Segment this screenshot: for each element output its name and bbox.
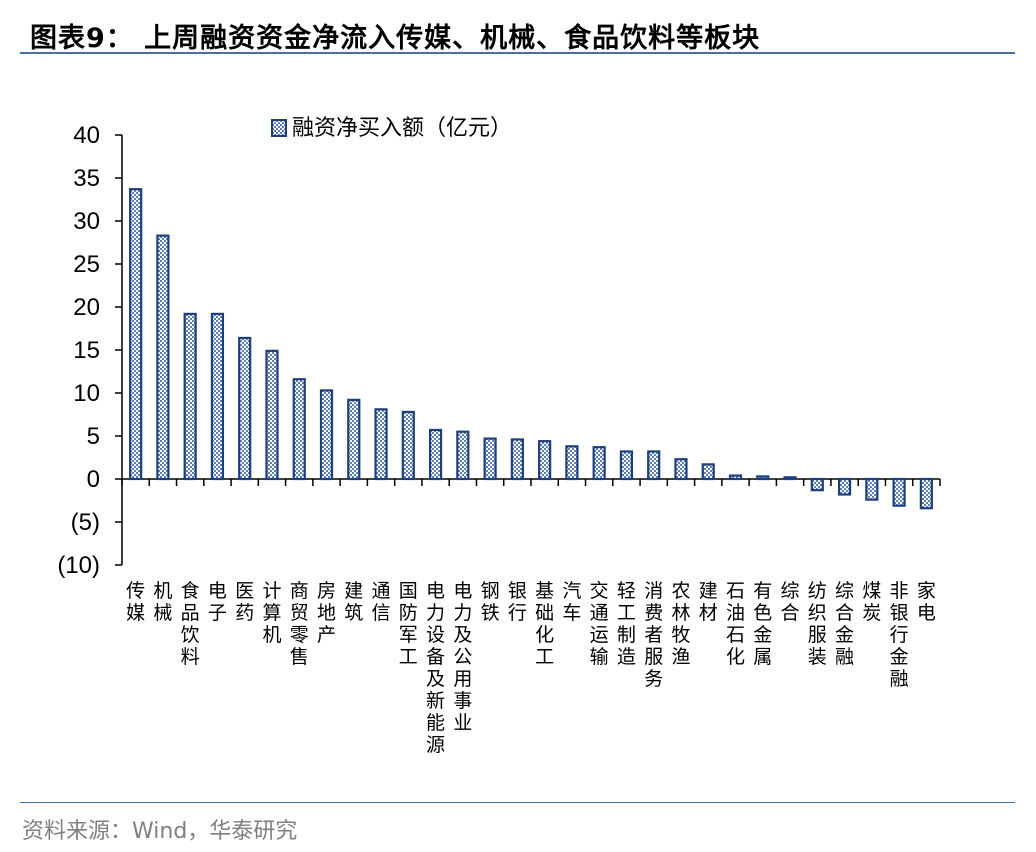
source-note: 资料来源：Wind，华泰研究 — [22, 819, 298, 844]
x-tick-label: 食品饮料 — [181, 580, 200, 668]
bar-基础化工 — [538, 440, 552, 481]
y-tick-label: 25 — [73, 251, 100, 278]
bar-chart: 40 35 30 25 20 15 10 5 0 (5) (10) 传媒机械食品饮料电子医药计算机商… — [57, 116, 941, 756]
x-tick-label: 电力设备及新能源 — [426, 580, 445, 756]
y-tick-label: (10) — [57, 552, 100, 579]
bar-综合 — [783, 476, 797, 481]
bar-机械 — [156, 234, 170, 481]
bar-商贸零售 — [292, 378, 306, 481]
bar-农林牧渔 — [674, 458, 688, 481]
x-tick-label: 电子 — [208, 580, 227, 624]
x-tick-label: 汽车 — [562, 580, 581, 624]
bar-有色金属 — [756, 475, 770, 481]
x-tick-label: 轻工制造 — [617, 580, 636, 668]
bar-食品饮料 — [183, 312, 197, 481]
title-rule — [20, 52, 1015, 54]
bar-通信 — [374, 408, 388, 481]
y-tick-label: 40 — [73, 122, 100, 149]
x-tick-label: 消费者服务 — [644, 580, 663, 690]
legend-label: 融资净买入额（亿元） — [292, 116, 512, 141]
bar-轻工制造 — [619, 450, 634, 481]
bar-建筑 — [347, 398, 361, 481]
y-tick-label: 35 — [73, 165, 100, 192]
bar-医药 — [238, 336, 252, 481]
x-tick-label: 建材 — [699, 580, 718, 624]
footer-rule — [20, 802, 1015, 803]
x-tick-label: 综合金融 — [835, 580, 854, 668]
y-tick-label: 20 — [73, 294, 100, 321]
x-tick-label: 国防军工 — [399, 580, 418, 668]
chart-bars — [129, 188, 933, 510]
chart-legend: 融资净买入额（亿元） — [271, 116, 512, 141]
x-tick-label: 基础化工 — [535, 580, 554, 668]
x-tick-label: 房地产 — [317, 580, 336, 646]
x-tick-label: 综合 — [781, 580, 800, 624]
bar-家电 — [919, 477, 933, 510]
chart-title: 图表9： 上周融资资金净流入传媒、机械、食品饮料等板块 — [30, 23, 761, 54]
bar-纺织服装 — [810, 477, 824, 492]
bar-银行 — [510, 438, 524, 481]
x-tick-label: 机械 — [153, 580, 172, 624]
bar-钢铁 — [483, 437, 497, 481]
x-tick-label: 商贸零售 — [290, 580, 309, 668]
bar-消费者服务 — [647, 450, 661, 481]
bar-煤炭 — [865, 477, 879, 501]
x-tick-label: 电力及公用事业 — [453, 580, 472, 734]
x-tick-label: 通信 — [372, 580, 391, 624]
bar-综合金融 — [837, 477, 852, 496]
bar-计算机 — [265, 349, 279, 481]
bar-非银行金融 — [892, 477, 906, 507]
x-tick-label: 纺织服装 — [808, 580, 827, 668]
x-tick-label: 传媒 — [126, 580, 145, 624]
legend-swatch — [271, 119, 287, 137]
bar-汽车 — [565, 445, 579, 481]
x-tick-label: 建筑 — [344, 580, 363, 624]
x-tick-label: 计算机 — [262, 580, 281, 646]
bar-交通运输 — [592, 446, 606, 481]
x-tick-label: 医药 — [235, 580, 254, 624]
x-tick-label: 家电 — [917, 580, 936, 624]
y-tick-label: 10 — [73, 380, 100, 407]
y-tick-label: 30 — [73, 208, 100, 235]
bar-建材 — [701, 463, 715, 481]
x-tick-label: 石油石化 — [726, 580, 745, 668]
bar-电力及公用事业 — [456, 430, 470, 481]
x-tick-label: 非银行金融 — [890, 580, 909, 690]
x-axis-labels: 传媒机械食品饮料电子医药计算机商贸零售房地产建筑通信国防军工电力设备及新能源电力… — [126, 580, 936, 756]
bar-电子 — [210, 312, 225, 481]
x-tick-label: 银行 — [508, 580, 527, 624]
chart-axes — [115, 134, 941, 566]
bar-国防军工 — [401, 410, 415, 481]
bar-传媒 — [129, 188, 143, 481]
y-tick-label: (5) — [71, 509, 100, 536]
bar-电力设备及新能源 — [428, 428, 443, 481]
y-tick-label: 15 — [73, 337, 100, 364]
bar-石油石化 — [728, 474, 743, 481]
bar-房地产 — [319, 389, 334, 481]
y-tick-label: 0 — [87, 466, 100, 493]
x-tick-label: 煤炭 — [862, 580, 881, 624]
y-axis-labels: 40 35 30 25 20 15 10 5 0 (5) (10) — [57, 122, 100, 579]
x-tick-label: 有色金属 — [753, 580, 772, 668]
x-tick-label: 交通运输 — [590, 580, 609, 668]
x-tick-label: 农林牧渔 — [671, 580, 690, 668]
x-tick-label: 钢铁 — [481, 580, 500, 624]
y-tick-label: 5 — [87, 423, 100, 450]
